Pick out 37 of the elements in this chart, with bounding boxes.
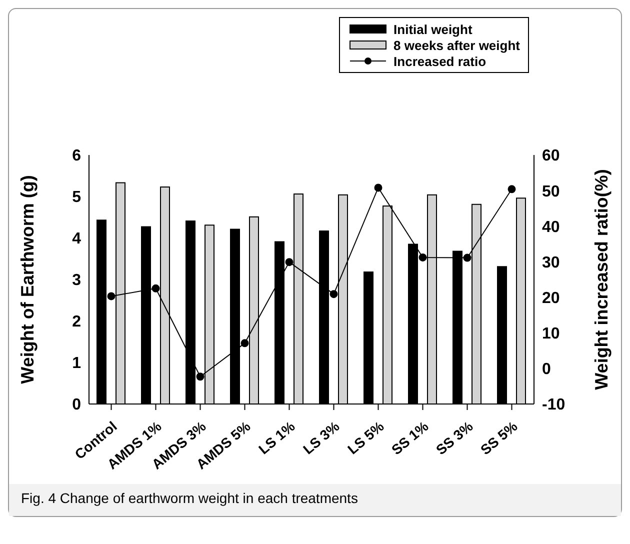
point <box>508 185 516 194</box>
point <box>107 292 116 300</box>
point <box>463 254 472 262</box>
y-tick-label: 2 <box>72 314 82 331</box>
legend-label: Initial weight <box>394 22 472 36</box>
point <box>330 290 338 298</box>
y2-axis-title: Weight increased ratio(%) <box>591 169 612 390</box>
y-tick-label: 3 <box>72 272 82 290</box>
x-tick-label: LS 5% <box>344 418 388 458</box>
point <box>196 372 204 381</box>
x-tick-label: SS 3% <box>432 418 476 458</box>
legend-label: Increased ratio <box>394 54 486 68</box>
y-axis-title: Weight of Earthworm (g) <box>17 175 38 384</box>
y-tick-label: 0 <box>72 396 82 414</box>
y-tick-label: 6 <box>72 148 82 165</box>
point <box>374 184 382 192</box>
point <box>418 253 427 262</box>
x-tick-label: LS 3% <box>300 418 343 458</box>
y-tick-label: 4 <box>72 230 82 248</box>
y2-tick-label: 40 <box>542 218 560 236</box>
y2-tick-label: 10 <box>542 326 560 343</box>
y-tick-label: 5 <box>72 189 82 206</box>
y2-tick-label: 0 <box>542 361 551 378</box>
y2-tick-label: 60 <box>542 148 560 165</box>
point <box>285 258 294 266</box>
point <box>152 284 160 292</box>
x-tick-label: SS 1% <box>388 418 432 458</box>
y-tick-label: 1 <box>72 355 82 372</box>
x-tick-label: LS 1% <box>255 418 298 458</box>
y2-tick-label: 20 <box>542 290 560 307</box>
x-tick-label: SS 5% <box>477 418 521 458</box>
point <box>240 339 249 348</box>
legend-label: 8 weeks after weight <box>394 38 520 52</box>
caption: Fig. 4 Change of earthworm weight in each treatments <box>9 484 621 516</box>
y2-tick-label: -10 <box>542 396 566 414</box>
y2-tick-label: 30 <box>542 254 560 272</box>
y2-tick-label: 50 <box>542 183 560 200</box>
